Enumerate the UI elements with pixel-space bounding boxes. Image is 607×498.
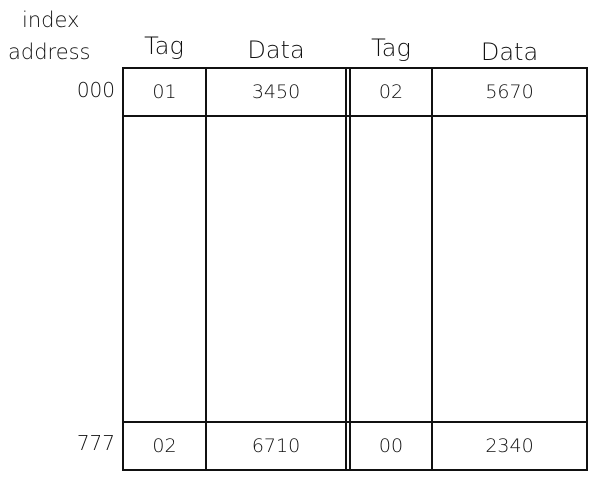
table-border-bottom [122, 469, 588, 471]
table-cell-tag-way-1: 02 [152, 435, 177, 457]
address-label: address [8, 40, 91, 64]
table-cell-data-way-1: 3450 [251, 81, 301, 103]
way-divider-line-a [345, 67, 347, 471]
table-border-top [122, 67, 588, 69]
table-cell-tag-way-2: 02 [378, 81, 404, 103]
row-address-first: 000 [76, 78, 115, 102]
data-header-way-2: Data [480, 38, 539, 66]
column-divider-tag-data-2 [431, 67, 433, 471]
tag-header-way-1: Tag [144, 32, 184, 60]
table-cell-data-way-2: 5670 [485, 81, 534, 103]
row-address-last: 777 [76, 431, 115, 455]
table-cell-tag-way-1: 01 [152, 81, 177, 103]
data-header-way-1: Data [247, 36, 305, 64]
index-label: index [22, 8, 80, 32]
last-row-top-border [122, 421, 588, 423]
way-divider-line-b [349, 67, 351, 471]
first-row-bottom-border [122, 115, 588, 117]
table-cell-tag-way-2: 00 [378, 435, 404, 457]
table-cell-data-way-2: 2340 [485, 435, 534, 457]
table-cell-data-way-1: 6710 [251, 435, 301, 457]
column-divider-tag-data-1 [205, 67, 207, 471]
tag-header-way-2: Tag [371, 34, 411, 62]
table-border-right [586, 67, 588, 471]
table-border-left [122, 67, 124, 471]
